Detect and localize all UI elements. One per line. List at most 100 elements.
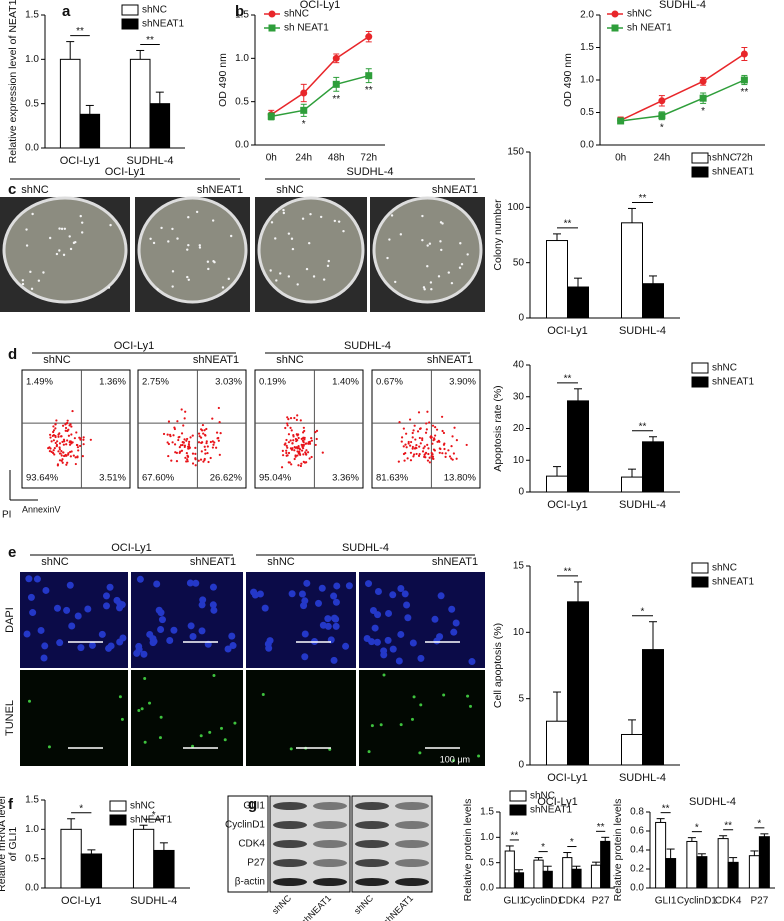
event bbox=[285, 449, 288, 452]
error-bar bbox=[687, 837, 696, 842]
band bbox=[273, 821, 307, 829]
cell bbox=[417, 654, 425, 662]
error-bar bbox=[628, 468, 636, 478]
event bbox=[186, 437, 189, 441]
y-tick-label: 1.0 bbox=[25, 824, 39, 835]
cell bbox=[442, 693, 446, 697]
y-axis-label: OD 490 nm bbox=[562, 53, 574, 107]
event bbox=[289, 417, 293, 420]
cell bbox=[116, 638, 124, 646]
colony-dot bbox=[291, 247, 295, 251]
event bbox=[307, 442, 310, 445]
y-tick-label: 100 bbox=[507, 202, 524, 213]
group-label: SUDHL-4 bbox=[342, 542, 389, 554]
x-tick-label: OCI-Ly1 bbox=[61, 895, 102, 907]
event bbox=[409, 451, 413, 454]
event bbox=[287, 433, 291, 436]
cell bbox=[379, 723, 383, 727]
event bbox=[199, 458, 203, 461]
cell bbox=[158, 616, 166, 624]
cell bbox=[157, 609, 165, 617]
event bbox=[427, 447, 430, 450]
cell bbox=[298, 590, 306, 598]
colony-dot bbox=[296, 283, 299, 286]
event bbox=[74, 462, 77, 466]
colony-dot bbox=[187, 216, 190, 219]
cell bbox=[397, 630, 405, 638]
colony-dish bbox=[2, 196, 128, 304]
cell bbox=[118, 695, 122, 699]
cell bbox=[199, 734, 203, 738]
cell bbox=[303, 579, 311, 587]
sample-label: shNC bbox=[267, 556, 295, 568]
event bbox=[56, 440, 59, 443]
event bbox=[290, 463, 293, 466]
panel-label: c bbox=[8, 181, 16, 198]
colony-dot bbox=[25, 244, 29, 247]
event bbox=[411, 447, 414, 450]
point bbox=[300, 89, 308, 97]
legend-label: shNC bbox=[712, 363, 737, 374]
band bbox=[355, 821, 389, 829]
cell bbox=[186, 579, 194, 587]
event bbox=[429, 435, 432, 439]
event bbox=[177, 438, 180, 442]
cell bbox=[314, 599, 322, 607]
event bbox=[302, 426, 305, 429]
event bbox=[402, 452, 406, 456]
legend-marker bbox=[611, 10, 619, 18]
event bbox=[205, 442, 208, 445]
error-bar bbox=[67, 818, 76, 830]
band bbox=[273, 802, 307, 810]
cell bbox=[189, 633, 197, 641]
event bbox=[58, 452, 62, 455]
cell bbox=[191, 744, 195, 748]
event bbox=[406, 457, 409, 460]
colony-dot bbox=[80, 221, 84, 224]
event bbox=[405, 446, 408, 449]
protein-label: GLI1 bbox=[243, 801, 265, 812]
event bbox=[434, 426, 437, 429]
event bbox=[53, 447, 56, 450]
bar bbox=[727, 861, 739, 889]
y-axis-label: Relative protein levels bbox=[462, 799, 474, 902]
cell bbox=[385, 609, 393, 617]
colony-dot bbox=[290, 237, 294, 240]
colony-dot bbox=[186, 275, 189, 279]
legend-swatch bbox=[109, 800, 127, 812]
event bbox=[451, 458, 454, 461]
band bbox=[355, 840, 389, 848]
cell bbox=[332, 622, 340, 630]
event bbox=[217, 406, 220, 410]
event bbox=[50, 440, 53, 443]
colony-dot bbox=[160, 226, 163, 230]
colony-dot bbox=[447, 271, 451, 274]
bar bbox=[59, 58, 81, 149]
significance-label: ** bbox=[662, 803, 670, 814]
event bbox=[296, 414, 299, 417]
event bbox=[64, 429, 67, 432]
event bbox=[428, 461, 431, 464]
cell bbox=[371, 624, 379, 632]
bar bbox=[686, 840, 698, 889]
cell bbox=[66, 581, 74, 589]
event bbox=[411, 431, 414, 435]
event bbox=[191, 452, 195, 455]
label-box bbox=[227, 795, 269, 893]
cell bbox=[166, 637, 174, 645]
event bbox=[203, 429, 206, 432]
legend-label: shNC bbox=[142, 5, 167, 16]
event bbox=[455, 439, 458, 442]
event bbox=[194, 464, 197, 467]
cell bbox=[389, 645, 397, 653]
error-bar bbox=[534, 857, 543, 861]
colony-dot bbox=[421, 214, 424, 218]
colony-dot bbox=[305, 267, 309, 271]
event bbox=[285, 438, 288, 442]
sample-label: shNEAT1 bbox=[193, 354, 239, 366]
y-tick-label: 15 bbox=[513, 561, 525, 572]
event bbox=[218, 453, 221, 456]
error-bar bbox=[553, 691, 561, 722]
event bbox=[183, 438, 186, 441]
event bbox=[198, 435, 201, 438]
